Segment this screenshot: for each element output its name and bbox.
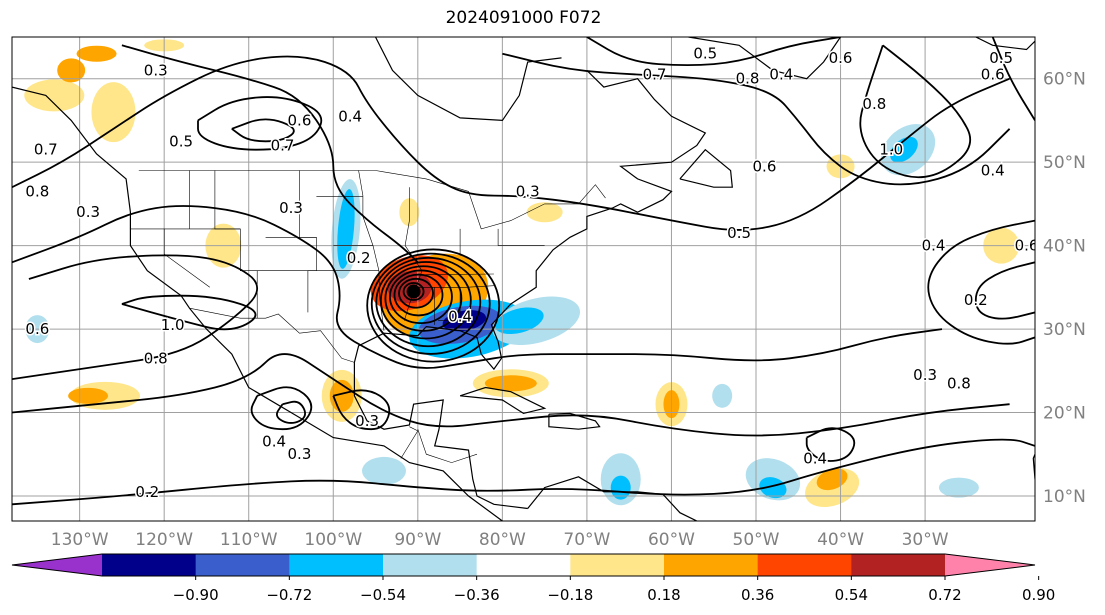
contour-label: 0.6 [1015,237,1039,255]
plot-title: 2024091000 F072 [445,8,602,28]
colorbar-segment [476,554,571,576]
lon-tick-label: 30°W [902,530,949,550]
contour-label: 0.6 [753,157,777,175]
lon-tick-label: 60°W [648,530,695,550]
contour-label: 0.7 [271,136,295,154]
colorbar-segment [102,554,197,576]
lat-tick-label: 10°N [1043,487,1086,507]
colorbar-segment [570,554,665,576]
contour-label: 1.0 [161,316,185,334]
lon-tick-label: 110°W [220,530,278,550]
colorbar-tick-label: −0.72 [266,586,312,604]
lon-tick-label: 70°W [563,530,610,550]
lon-tick-label: 90°W [394,530,441,550]
lon-tick-label: 100°W [304,530,362,550]
colorbar-extend-low [12,554,102,576]
contour-label: 0.5 [989,49,1013,67]
contour-label: 0.8 [947,374,971,392]
colorbar-tick-label: −0.54 [360,586,406,604]
contour-label: 0.5 [169,132,193,150]
lon-tick-label: 80°W [479,530,526,550]
colorbar-tick-label: 0.36 [741,586,774,604]
contour-label: 0.4 [769,66,793,84]
lat-tick-label: 60°N [1043,70,1086,90]
lon-tick-label: 120°W [135,530,193,550]
colorbar-segment [757,554,852,576]
contour-label: 0.5 [727,224,751,242]
lat-tick-label: 30°N [1043,320,1086,340]
contour-label: 0.3 [288,445,312,463]
map-frame [11,36,1036,522]
colorbar-tick-label: 0.18 [647,586,680,604]
contour-label: 0.4 [922,237,946,255]
contour-label: 0.2 [347,249,371,267]
contour-label: 0.2 [135,483,159,501]
contour-label: 0.4 [803,449,827,467]
contour-label: 1.0 [879,141,903,159]
contour-label: 0.7 [643,66,667,84]
lat-tick-label: 40°N [1043,237,1086,257]
contour-label: 0.6 [288,111,312,129]
contour-label: 0.6 [981,66,1005,84]
colorbar-tick-label: 0.72 [928,586,961,604]
contour-label: 0.4 [448,308,472,326]
colorbar-segment [851,554,946,576]
contour-label: 0.2 [964,291,988,309]
colorbar-tick-label: −0.90 [173,586,219,604]
lon-tick-label: 50°W [733,530,780,550]
colorbar-tick-label: 0.90 [1022,586,1055,604]
colorbar-tick-label: 0.54 [835,586,868,604]
contour-label: 0.3 [279,199,303,217]
contour-label: 0.5 [693,45,717,63]
contour-label: 0.3 [516,182,540,200]
colorbar-segment [383,554,478,576]
lat-tick-label: 20°N [1043,404,1086,424]
contour-label: 0.8 [862,95,886,113]
contour-label: 0.3 [913,366,937,384]
lat-tick-label: 50°N [1043,153,1086,173]
colorbar-segment [664,554,759,576]
colorbar-extend-high [945,554,1035,576]
contour-label: 0.3 [76,203,100,221]
contour-label: 0.8 [25,182,49,200]
contour-label: 0.4 [981,162,1005,180]
contour-label: 0.8 [736,70,760,88]
lon-tick-label: 130°W [51,530,109,550]
contour-label: 0.4 [338,107,362,125]
colorbar-tick-label: −0.36 [454,586,500,604]
contour-label: 0.6 [25,320,49,338]
contour-label: 0.4 [262,433,286,451]
colorbar-tick-label: −0.18 [547,586,593,604]
contour-label: 0.3 [144,61,168,79]
lon-tick-label: 40°W [817,530,864,550]
contour-label: 0.8 [144,349,168,367]
colorbar-segment [289,554,384,576]
contour-label: 0.7 [34,141,58,159]
colorbar-segment [195,554,290,576]
map-panel: 0.30.6 0.40.70.50.50.7 0.8 0.40.60.60.50.81… [11,36,1086,550]
contour-label: 0.6 [829,49,853,67]
contour-label: 0.3 [355,412,379,430]
